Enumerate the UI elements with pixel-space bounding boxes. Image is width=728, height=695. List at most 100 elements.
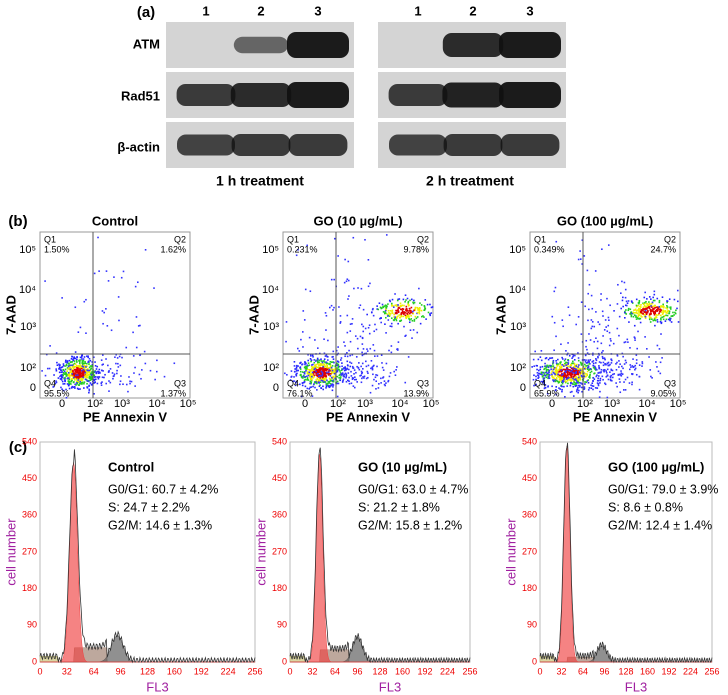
dot	[76, 359, 78, 361]
dot	[286, 374, 288, 376]
dot	[658, 313, 660, 315]
dot	[343, 367, 345, 369]
y-axis-label: 7-AAD	[493, 295, 508, 335]
dot	[652, 302, 654, 304]
dot	[425, 308, 427, 310]
dot	[77, 379, 79, 381]
dot	[145, 249, 147, 251]
dot	[607, 369, 609, 371]
x-tick-label: 256	[704, 666, 719, 676]
dot	[64, 378, 66, 380]
dot	[352, 378, 354, 380]
dot	[608, 379, 610, 381]
dot	[71, 380, 73, 382]
dot	[586, 349, 588, 351]
dot	[302, 331, 304, 333]
dot	[655, 316, 657, 318]
dot	[647, 307, 649, 309]
dot	[581, 301, 583, 303]
dot	[344, 282, 346, 284]
dot	[410, 315, 412, 317]
dot	[398, 311, 400, 313]
dot	[421, 310, 423, 312]
dot	[647, 306, 649, 308]
dot	[101, 384, 103, 386]
dot	[551, 385, 553, 387]
dot	[574, 384, 576, 386]
dot	[127, 391, 129, 393]
dot	[626, 339, 628, 341]
y-tick-label: 10⁵	[262, 244, 279, 256]
dot	[111, 329, 113, 331]
dot	[361, 288, 363, 290]
dot	[631, 373, 633, 375]
dot	[346, 352, 348, 354]
dot	[311, 368, 313, 370]
dot	[418, 288, 420, 290]
dot	[567, 342, 569, 344]
quadrant-percent: 0.231%	[287, 244, 318, 254]
quadrant-percent: 1.37%	[160, 388, 186, 398]
dot	[544, 375, 546, 377]
dot	[331, 279, 333, 281]
dot	[413, 300, 415, 302]
dot	[376, 305, 378, 307]
dot	[78, 376, 80, 378]
dot	[643, 297, 645, 299]
dot	[403, 299, 405, 301]
dot	[419, 313, 421, 315]
dot	[644, 302, 646, 304]
dot	[584, 368, 586, 370]
dot	[607, 365, 609, 367]
dot	[660, 319, 662, 321]
dot	[284, 373, 286, 375]
dot	[592, 321, 594, 323]
dot	[624, 282, 626, 284]
dot	[570, 391, 572, 393]
dot	[74, 387, 76, 389]
dot	[99, 369, 101, 371]
dot	[317, 378, 319, 380]
panel-label: (b)	[8, 213, 27, 230]
dot	[74, 384, 76, 386]
dot	[296, 373, 298, 375]
dot	[318, 375, 320, 377]
dot	[121, 277, 123, 279]
dot	[677, 301, 679, 303]
plot-title: GO (100 µg/mL)	[557, 213, 653, 228]
dot	[578, 357, 580, 359]
dot	[555, 379, 557, 381]
dot	[327, 340, 329, 342]
dot	[83, 377, 85, 379]
dot	[357, 367, 359, 369]
dot	[90, 365, 92, 367]
dot	[78, 366, 80, 368]
dot	[343, 378, 345, 380]
x-tick-label: 128	[618, 666, 633, 676]
dot	[591, 308, 593, 310]
quadrant-percent: 76.1%	[287, 388, 313, 398]
dot	[659, 348, 661, 350]
dot	[356, 381, 358, 383]
dot	[95, 378, 97, 380]
dot	[407, 303, 409, 305]
dot	[553, 291, 555, 293]
dot	[313, 359, 315, 361]
dot	[396, 317, 398, 319]
dot	[321, 360, 323, 362]
dot	[117, 363, 119, 365]
band	[231, 83, 291, 107]
dot	[340, 315, 342, 317]
dot	[320, 387, 322, 389]
dot	[627, 341, 629, 343]
histogram-title: GO (10 µg/mL)	[358, 459, 447, 474]
dot	[309, 364, 311, 366]
dot	[610, 379, 612, 381]
dot	[654, 305, 656, 307]
dot	[631, 381, 633, 383]
dot	[62, 376, 64, 378]
dot	[564, 377, 566, 379]
x-tick-label: 10³	[357, 398, 373, 410]
dot	[88, 385, 90, 387]
dot	[553, 360, 555, 362]
